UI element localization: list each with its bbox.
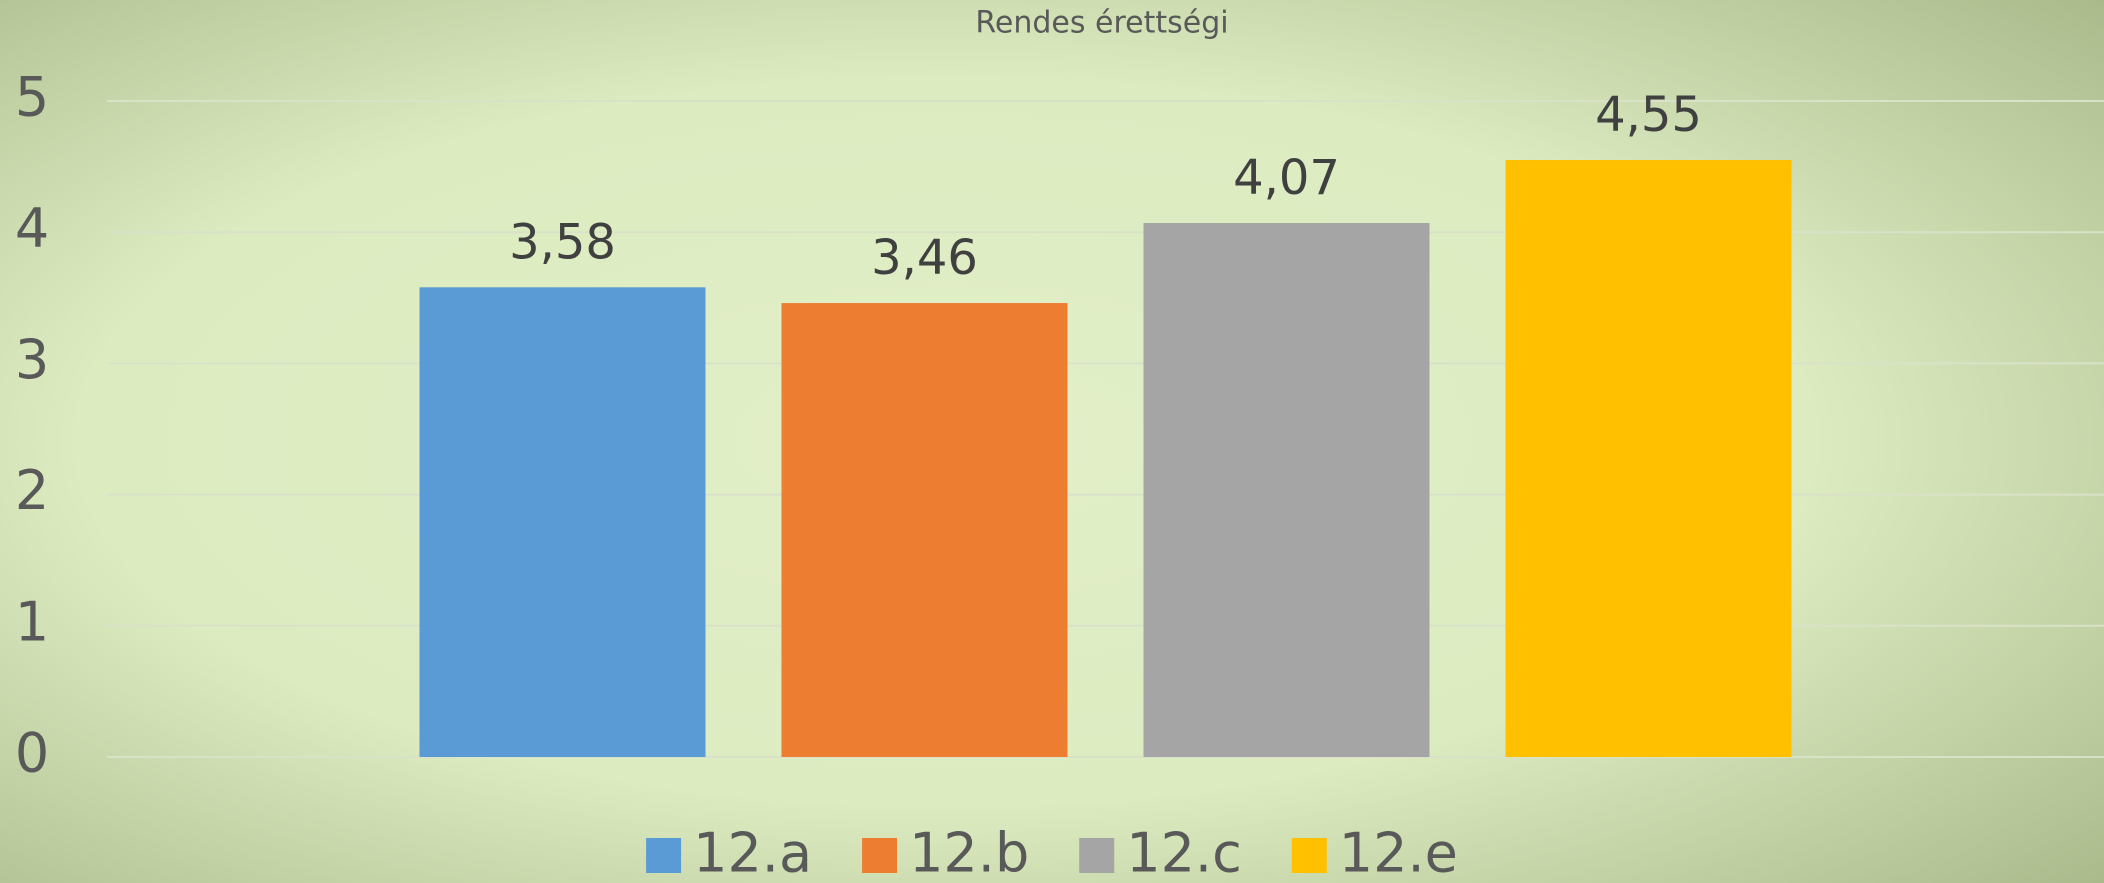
legend-swatch [862, 838, 898, 873]
data-label: 3,58 [509, 214, 616, 270]
y-tick-label: 5 [15, 66, 49, 129]
legend-label: 12.b [909, 822, 1029, 883]
bar [781, 303, 1068, 757]
data-label: 4,07 [1233, 150, 1340, 206]
y-tick-label: 1 [15, 590, 49, 653]
legend-swatch [646, 838, 682, 873]
y-tick-label: 3 [15, 328, 49, 391]
y-tick-label: 0 [15, 722, 49, 785]
chart-title: Rendes érettségi [975, 6, 1228, 41]
legend-swatch [1291, 838, 1327, 873]
y-tick-label: 2 [15, 459, 49, 522]
bar [1143, 223, 1430, 758]
bar [1505, 160, 1792, 758]
bar [419, 287, 706, 757]
y-tick-label: 4 [15, 197, 49, 260]
legend-label: 12.c [1126, 822, 1242, 883]
legend-label: 12.e [1339, 822, 1458, 883]
data-label: 3,46 [871, 230, 978, 286]
data-label: 4,55 [1595, 87, 1702, 143]
legend-label: 12.a [693, 822, 812, 883]
legend-swatch [1079, 838, 1115, 873]
